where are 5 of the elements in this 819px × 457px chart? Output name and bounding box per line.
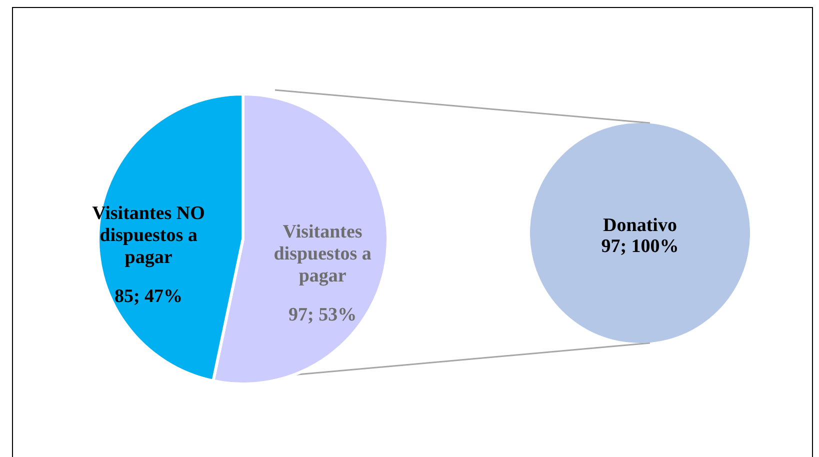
data-label: 85; 47% — [114, 286, 183, 308]
slice-label: Visitantes dispuestos a pagar — [274, 221, 372, 286]
data-label: 97; 100% — [601, 236, 679, 257]
data-label: 97; 53% — [288, 304, 357, 326]
slice-label: Donativo — [603, 215, 677, 236]
